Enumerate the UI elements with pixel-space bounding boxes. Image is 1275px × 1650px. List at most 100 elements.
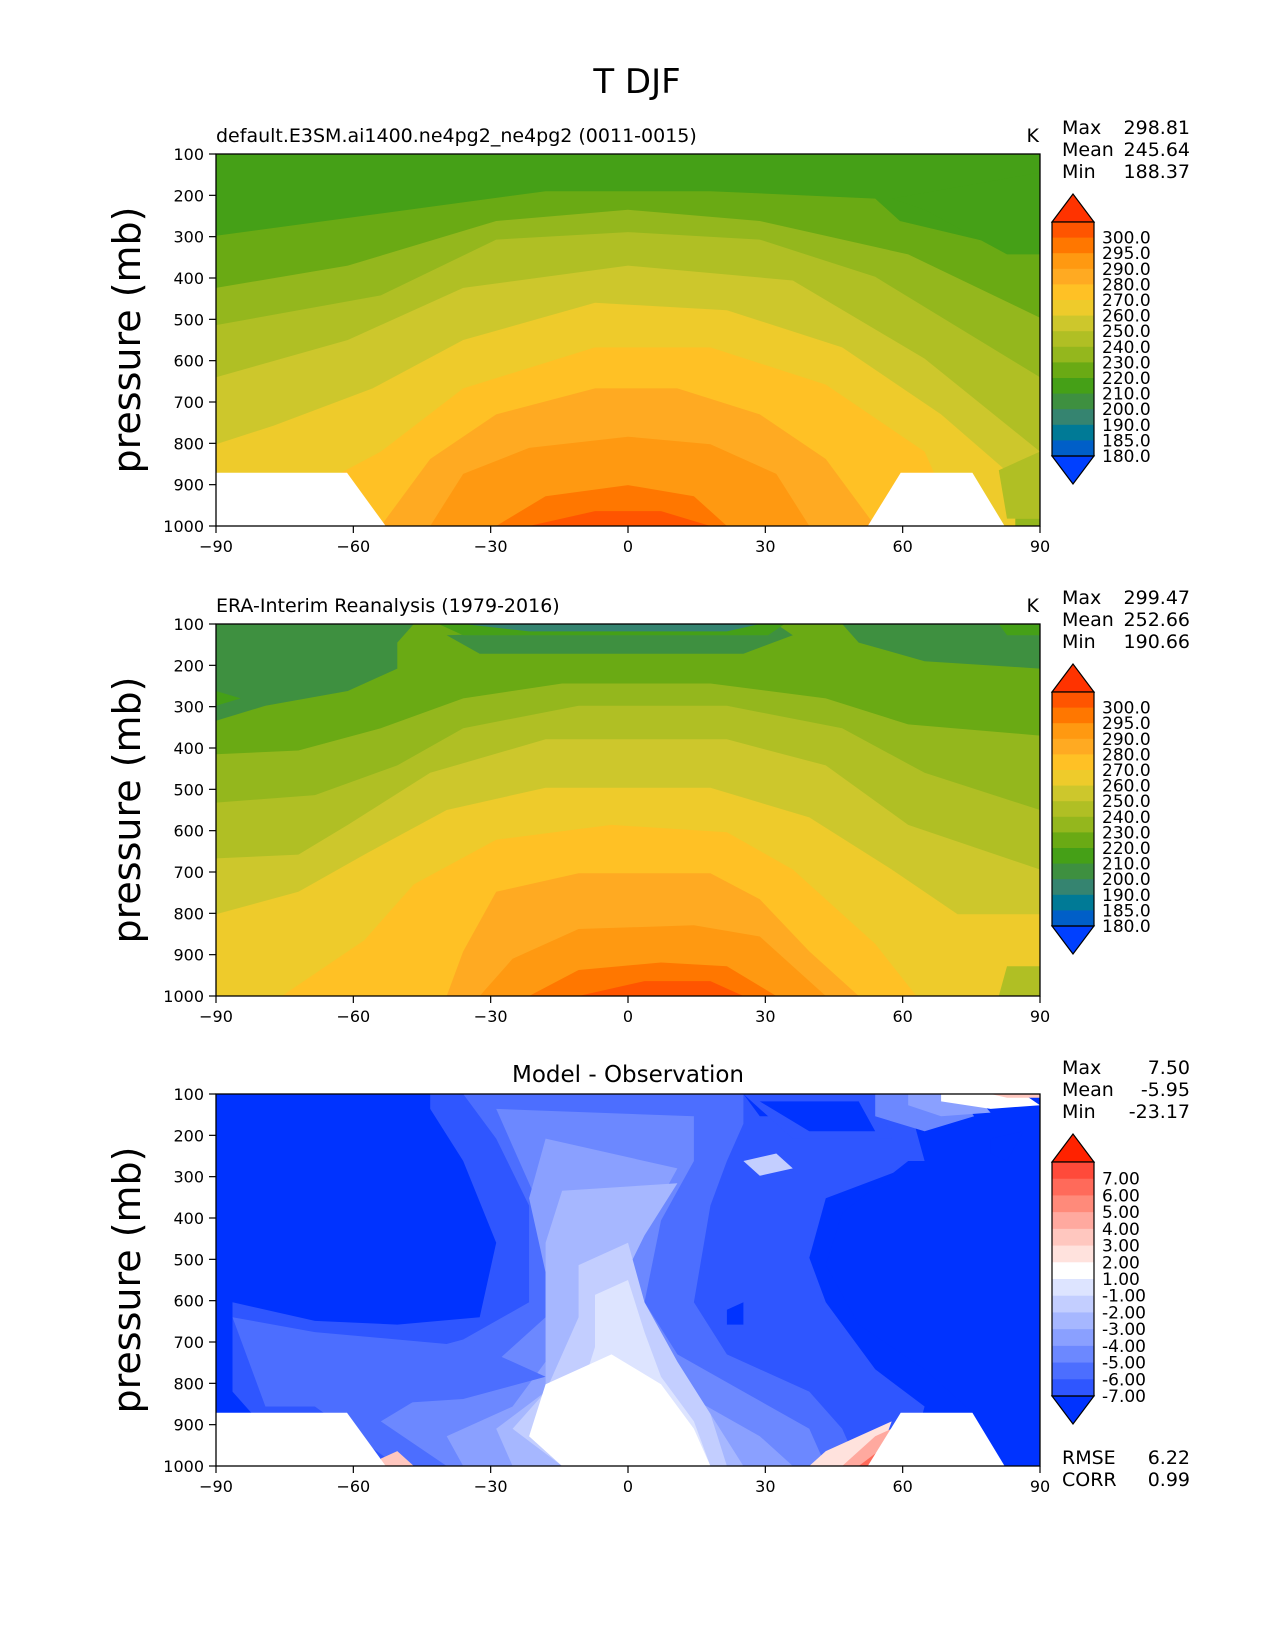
panel-1-colorbar-swatch <box>1052 237 1094 254</box>
panel-2-x-tick-label: 60 <box>892 1007 912 1026</box>
panel-1-colorbar-swatch <box>1052 284 1094 301</box>
panel-1-y-tick-label: 1000 <box>163 517 204 536</box>
panel-1-colorbar-label: 250.0 <box>1102 322 1151 342</box>
panel-3-y-tick-label: 400 <box>173 1209 204 1228</box>
panel-2-colorbar-swatch <box>1052 754 1094 771</box>
panel-3-contour-band <box>990 1131 1024 1161</box>
panel-2-colorbar-swatch <box>1052 723 1094 740</box>
panel-3-stat-value: 7.50 <box>1148 1057 1190 1079</box>
panel-1-y-tick-label: 200 <box>173 186 204 205</box>
panel-3-colorbar-swatch <box>1052 1162 1094 1180</box>
panel-1-stat-label: Max <box>1062 117 1101 139</box>
panel-1-stat-value: 188.37 <box>1124 161 1190 183</box>
panel-3-colorbar-swatch <box>1052 1228 1094 1247</box>
panel-2-y-tick-label: 1000 <box>163 987 204 1006</box>
panel-3-contour-band <box>232 1317 546 1407</box>
panel-2-y-tick-label: 100 <box>173 615 204 634</box>
panel-2-colorbar-swatch <box>1052 832 1094 849</box>
panel-3-contour-band <box>825 1161 1040 1466</box>
panel-3-x-tick-label: 60 <box>892 1477 912 1496</box>
panel-1-colorbar-label: 295.0 <box>1102 244 1151 264</box>
panel-1-contour-band <box>430 436 810 526</box>
panel-1-colorbar-label: 260.0 <box>1102 307 1151 327</box>
panel-2-contour-field <box>216 624 1040 996</box>
panel-1-contour-band <box>891 172 1040 255</box>
panel-2-colorbar-label: 295.0 <box>1102 714 1151 734</box>
panel-2-contour-band <box>463 624 760 632</box>
panel-2-colorbar-label: 270.0 <box>1102 761 1151 781</box>
panel-2-colorbar-swatch <box>1052 692 1094 709</box>
panel-2-colorbar-bottom-extend <box>1050 925 1096 955</box>
panel-1-colorbar-label: 280.0 <box>1102 275 1151 295</box>
panel-1-y-tick-label: 400 <box>173 269 204 288</box>
panel-2-colorbar-label: 185.0 <box>1102 901 1151 921</box>
panel-1-stat-value: 245.64 <box>1124 139 1190 161</box>
panel-3-contour-band <box>726 1302 744 1325</box>
panel-3-x-tick-label: −30 <box>474 1477 508 1496</box>
panel-1-colorbar-swatch <box>1052 393 1094 410</box>
panel-1-colorbar-frame <box>1051 221 1095 457</box>
panel-1-colorbar-swatch <box>1052 222 1094 239</box>
panel-3-y-tick-label: 700 <box>173 1333 204 1352</box>
panel-1-colorbar-label: 300.0 <box>1102 229 1151 249</box>
panel-1-colorbar-swatch <box>1052 424 1094 441</box>
panel-3-colorbar-swatch <box>1052 1362 1094 1380</box>
panel-3-contour-band <box>759 1101 876 1132</box>
panel-2-colorbar-label: 300.0 <box>1102 699 1151 719</box>
panel-2-stat-label: Mean <box>1062 609 1114 631</box>
panel-3-colorbar-swatch <box>1052 1295 1094 1313</box>
panel-3-x-tick-label: −60 <box>336 1477 370 1496</box>
panel-2-colorbar-label: 200.0 <box>1102 870 1151 890</box>
panel-2-y-tick-label: 200 <box>173 656 204 675</box>
panel-3-colorbar-swatch <box>1052 1329 1094 1347</box>
panel-3-colorbar-label: -4.00 <box>1102 1337 1146 1357</box>
panel-1-y-tick-label: 100 <box>173 145 204 164</box>
panel-1-colorbar-swatch <box>1052 362 1094 379</box>
panel-3-colorbar-label: -2.00 <box>1102 1303 1146 1323</box>
panel-3-subtitle: Model - Observation <box>512 1062 744 1088</box>
panel-1-units: K <box>1027 125 1040 147</box>
panel-3-metric-value: 0.99 <box>1148 1469 1190 1491</box>
panel-3-colorbar-label: 5.00 <box>1102 1203 1140 1223</box>
panel-2-units: K <box>1027 595 1040 617</box>
panel-1-colorbar-label: 185.0 <box>1102 431 1151 451</box>
panel-3-y-tick-label: 900 <box>173 1416 204 1435</box>
panel-2-colorbar-label: 290.0 <box>1102 730 1151 750</box>
panel-2-colorbar-top-extend <box>1050 663 1096 693</box>
panel-1-colorbar-swatch <box>1052 300 1094 317</box>
panel-3-contour-field <box>216 1094 1040 1466</box>
panel-1-y-axis-label: pressure (mb) <box>105 206 149 473</box>
panel-1-colorbar-swatch <box>1052 331 1094 348</box>
panel-2-stat-value: 299.47 <box>1124 587 1190 609</box>
panel-2-contour-band <box>578 981 744 996</box>
panel-3-missing-data-mask <box>867 1412 1005 1466</box>
panel-2-x-tick-label: −90 <box>199 1007 233 1026</box>
panel-1-x-tick-label: 30 <box>755 537 775 556</box>
panel-2-x-tick-label: 90 <box>1030 1007 1050 1026</box>
panel-2-x-tick-label: 30 <box>755 1007 775 1026</box>
panel-2-colorbar-label: 230.0 <box>1102 823 1151 843</box>
panel-2-colorbar-label: 260.0 <box>1102 777 1151 797</box>
panel-2-colorbar-label: 220.0 <box>1102 839 1151 859</box>
panel-1-x-tick-label: 90 <box>1030 537 1050 556</box>
panel-3-colorbar-label: -5.00 <box>1102 1354 1146 1374</box>
panel-1-x-tick-label: 0 <box>623 537 633 556</box>
panel-3-x-tick-label: 30 <box>755 1477 775 1496</box>
panel-3-colorbar-label: 7.00 <box>1102 1170 1140 1190</box>
panel-3-x-tick-label: 90 <box>1030 1477 1050 1496</box>
panel-2-colorbar-label: 180.0 <box>1102 917 1151 937</box>
panel-3-colorbar-swatch <box>1052 1262 1094 1280</box>
panel-2-colorbar-label: 280.0 <box>1102 745 1151 765</box>
panel-3-y-tick-label: 300 <box>173 1168 204 1187</box>
panel-2-contour-band <box>216 691 241 706</box>
panel-3-contour-band <box>446 1138 793 1466</box>
panel-2-colorbar-swatch <box>1052 816 1094 833</box>
panel-3-colorbar-label: 2.00 <box>1102 1253 1140 1273</box>
panel-1-colorbar-label: 210.0 <box>1102 385 1151 405</box>
panel-2-contour-band <box>998 966 1040 996</box>
panel-3-colorbar-label: 4.00 <box>1102 1220 1140 1240</box>
panel-2-colorbar-swatch <box>1052 707 1094 724</box>
panel-2-y-tick-label: 400 <box>173 739 204 758</box>
